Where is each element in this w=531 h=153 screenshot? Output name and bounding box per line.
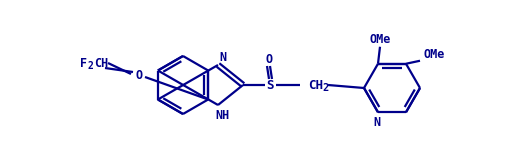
Text: CH: CH — [308, 78, 323, 91]
Text: N: N — [219, 50, 227, 63]
Text: 2: 2 — [322, 82, 328, 93]
Text: OMe: OMe — [370, 33, 391, 46]
Text: OMe: OMe — [423, 48, 444, 61]
Text: CH: CH — [94, 56, 108, 69]
Text: O: O — [266, 52, 272, 65]
Text: NH: NH — [215, 108, 229, 121]
Text: 2: 2 — [87, 61, 93, 71]
Text: S: S — [266, 78, 274, 91]
Text: N: N — [373, 116, 381, 129]
Text: F: F — [80, 56, 87, 69]
Text: O: O — [135, 69, 142, 82]
